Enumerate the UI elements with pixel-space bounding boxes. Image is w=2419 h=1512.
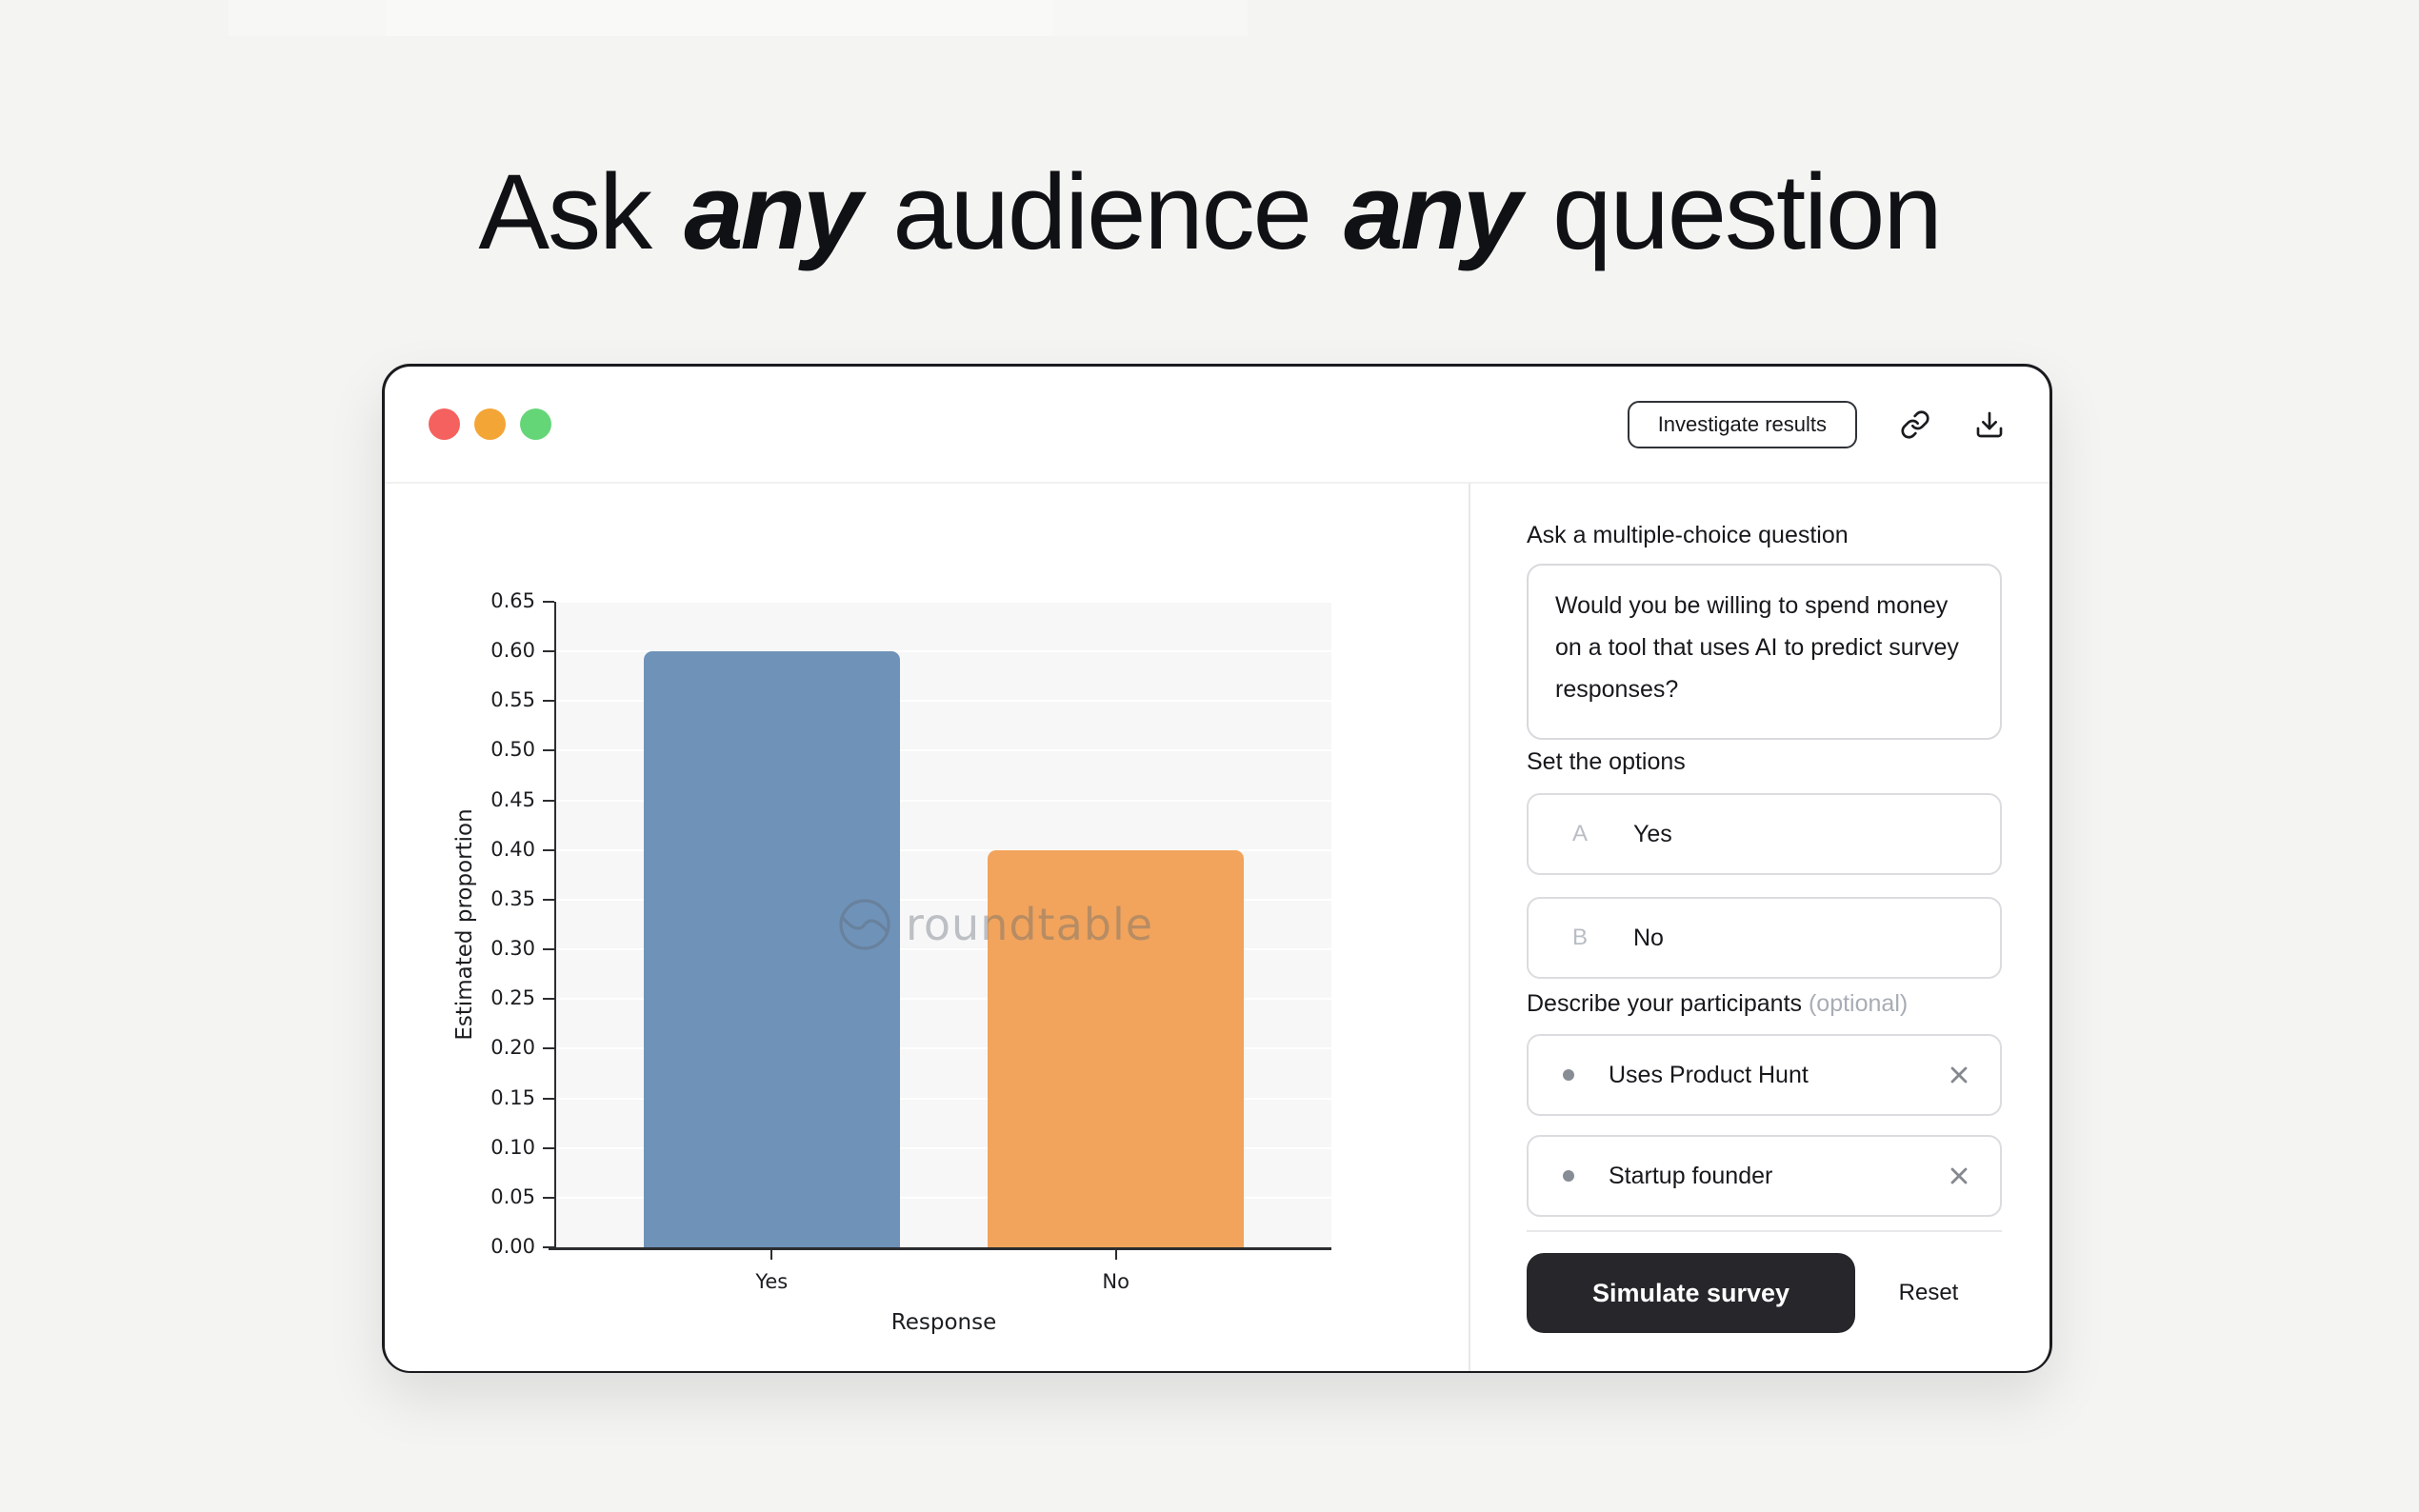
minimize-window-button[interactable] — [474, 408, 506, 440]
x-tick-label: No — [1102, 1270, 1130, 1293]
y-tick — [543, 749, 554, 752]
remove-participant-icon[interactable] — [1943, 1160, 1975, 1192]
download-icon[interactable] — [1973, 408, 2006, 441]
option-value: No — [1633, 924, 1664, 951]
question-label: Ask a multiple-choice question — [1527, 522, 1849, 548]
gridline — [556, 700, 1331, 703]
bullet-icon — [1563, 1069, 1574, 1081]
page-top-decoration — [0, 0, 2419, 36]
divider — [1527, 1230, 2002, 1232]
bar-yes — [643, 651, 900, 1247]
headline: Ask any audience any question — [478, 152, 1942, 271]
y-tick-label: 0.40 — [490, 837, 535, 861]
gridline — [556, 601, 1331, 603]
y-tick — [543, 650, 554, 653]
y-tick-label: 0.00 — [490, 1235, 535, 1258]
participant-tag: Startup founder — [1527, 1135, 2002, 1217]
header-actions: Investigate results — [1627, 400, 2006, 448]
gridline — [556, 650, 1331, 653]
bar-no — [988, 849, 1245, 1247]
option-key-label: A — [1572, 821, 1589, 846]
close-window-button[interactable] — [429, 408, 460, 440]
y-tick-label: 0.60 — [490, 639, 535, 663]
y-tick — [543, 700, 554, 703]
remove-participant-icon[interactable] — [1943, 1059, 1975, 1091]
investigate-results-button[interactable]: Investigate results — [1627, 400, 1857, 448]
y-tick — [543, 601, 554, 603]
y-tick-label: 0.55 — [490, 688, 535, 712]
option-input-a[interactable]: A Yes — [1527, 793, 2002, 875]
gridline — [556, 948, 1331, 951]
option-key-label: B — [1572, 925, 1589, 950]
participants-optional-text: (optional) — [1808, 990, 1909, 1017]
bar-chart: Estimated proportion roundtable Response… — [385, 484, 1470, 1371]
watermark-text: roundtable — [906, 899, 1154, 950]
gridline — [556, 998, 1331, 1001]
gridline — [556, 1047, 1331, 1050]
y-tick — [543, 898, 554, 901]
option-value: Yes — [1633, 820, 1672, 847]
y-tick-label: 0.35 — [490, 886, 535, 910]
y-tick — [543, 848, 554, 851]
x-axis-line — [549, 1247, 1331, 1250]
participants-label-text: Describe your participants — [1527, 990, 1803, 1017]
participant-text: Startup founder — [1609, 1162, 1773, 1189]
form-actions: Simulate survey Reset — [1527, 1253, 2002, 1333]
y-tick-label: 0.10 — [490, 1135, 535, 1159]
window-header: Investigate results — [385, 367, 2049, 484]
traffic-lights — [429, 408, 551, 440]
x-tick-label: Yes — [755, 1270, 789, 1293]
x-tick — [1114, 1247, 1117, 1260]
participant-text: Uses Product Hunt — [1609, 1061, 1809, 1088]
x-axis-label: Response — [890, 1310, 997, 1335]
top-strip-segment — [386, 0, 1052, 36]
y-tick — [543, 1146, 554, 1149]
y-tick — [543, 948, 554, 951]
y-tick — [543, 1097, 554, 1100]
options-label: Set the options — [1527, 748, 1686, 775]
participants-label: Describe your participants (optional) — [1527, 990, 1908, 1018]
participant-tag: Uses Product Hunt — [1527, 1034, 2002, 1116]
simulate-survey-button[interactable]: Simulate survey — [1527, 1253, 1855, 1333]
gridline — [556, 799, 1331, 802]
y-tick-label: 0.05 — [490, 1184, 535, 1208]
roundtable-logo-icon — [839, 899, 890, 950]
window-body: Estimated proportion roundtable Response… — [385, 484, 2049, 1371]
gridline — [556, 1196, 1331, 1199]
y-tick-label: 0.45 — [490, 787, 535, 811]
y-tick — [543, 1196, 554, 1199]
y-tick — [543, 998, 554, 1001]
gridline — [556, 749, 1331, 752]
gridline — [556, 1146, 1331, 1149]
bullet-icon — [1563, 1170, 1574, 1182]
y-tick — [543, 1246, 554, 1248]
survey-form: Ask a multiple-choice question Would you… — [1470, 484, 2049, 1371]
question-input[interactable]: Would you be willing to spend money on a… — [1527, 564, 2002, 740]
y-tick-label: 0.20 — [490, 1036, 535, 1060]
zoom-window-button[interactable] — [520, 408, 551, 440]
option-input-b[interactable]: B No — [1527, 897, 2002, 979]
roundtable-watermark: roundtable — [837, 897, 1153, 952]
x-tick — [770, 1247, 773, 1260]
top-strip-segment — [1052, 0, 1248, 36]
y-tick-label: 0.65 — [490, 589, 535, 612]
gridline — [556, 898, 1331, 901]
y-axis-line — [554, 602, 556, 1247]
plot-area: roundtable — [556, 601, 1331, 1247]
gridline — [556, 848, 1331, 851]
y-tick — [543, 1047, 554, 1050]
y-tick — [543, 799, 554, 802]
share-link-icon[interactable] — [1899, 408, 1931, 441]
gridline — [556, 1097, 1331, 1100]
y-tick-label: 0.30 — [490, 937, 535, 961]
app-window: Investigate results Estimated proportion… — [382, 364, 2052, 1373]
y-tick-label: 0.50 — [490, 738, 535, 762]
reset-button[interactable]: Reset — [1893, 1279, 1965, 1307]
y-tick-label: 0.15 — [490, 1085, 535, 1109]
y-tick-label: 0.25 — [490, 986, 535, 1010]
top-strip-segment — [229, 0, 386, 36]
